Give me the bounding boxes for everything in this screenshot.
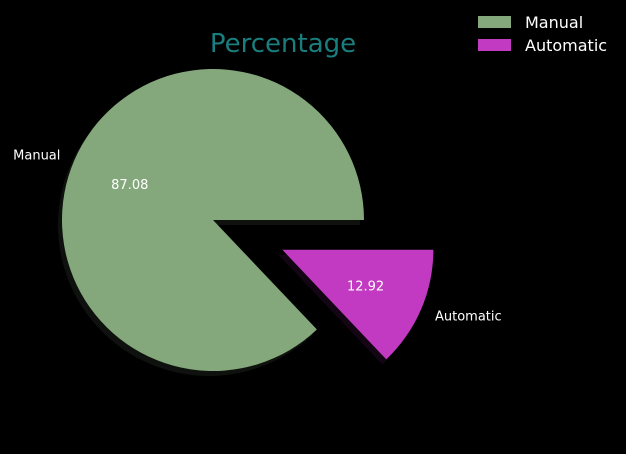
slice-labels: 87.08 Manual 12.92 Automatic [13,148,501,324]
legend-label-automatic: Automatic [525,36,607,55]
legend-swatch-automatic [478,39,511,51]
chart-title: Percentage [210,29,356,59]
legend: Manual Automatic [478,13,607,55]
legend-swatch-manual [478,16,511,28]
value-label-manual: 87.08 [111,178,148,193]
slice-automatic [282,249,434,360]
value-label-automatic: 12.92 [347,280,384,295]
legend-label-manual: Manual [525,13,583,32]
category-label-automatic: Automatic [435,309,502,324]
slices [61,68,434,371]
slice-manual [61,68,364,371]
category-label-manual: Manual [13,148,60,163]
